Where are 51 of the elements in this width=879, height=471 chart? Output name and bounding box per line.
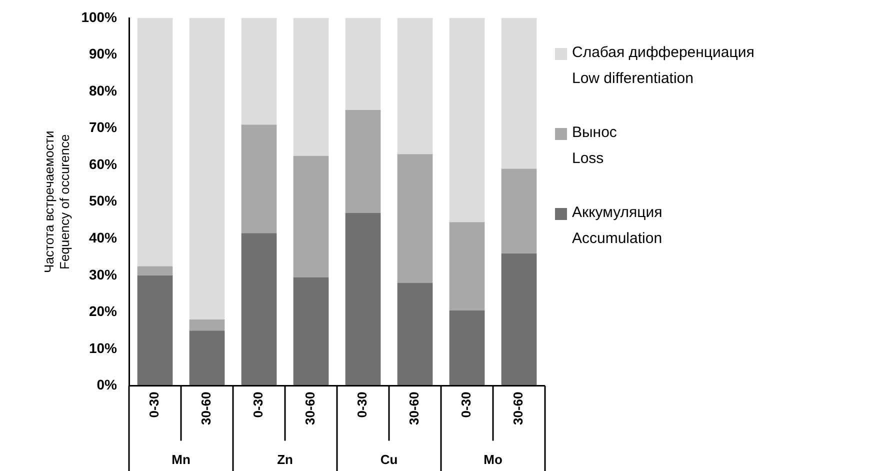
bar xyxy=(241,18,277,125)
bar xyxy=(189,18,225,320)
bar xyxy=(345,110,381,213)
text: Cu xyxy=(380,452,398,467)
bar xyxy=(501,168,537,254)
y-tick-label: 70% xyxy=(88,119,118,136)
text: Mn xyxy=(172,452,190,467)
y-axis-title: Частота встречаемости Fequency of occurence xyxy=(41,130,72,273)
x-tick-label: 0-30 xyxy=(146,392,162,418)
bar xyxy=(137,266,173,276)
legend-label: Вынос Loss xyxy=(572,123,617,169)
x-tick-label: 30-60 xyxy=(302,392,318,425)
text: Mo xyxy=(484,452,502,467)
bar xyxy=(501,18,537,169)
text: Zn xyxy=(277,452,293,467)
bar xyxy=(501,253,537,386)
bar xyxy=(345,212,381,386)
bar xyxy=(241,233,277,386)
bar xyxy=(397,154,433,283)
y-tick-label: 90% xyxy=(88,46,118,62)
bar xyxy=(137,275,173,386)
bar xyxy=(293,156,329,278)
legend-label: Аккумуляция Accumulation xyxy=(572,203,662,249)
y-tick-label: 50% xyxy=(88,192,118,209)
y-tick-label: 20% xyxy=(88,303,118,320)
y-tick-label: 40% xyxy=(88,230,118,246)
bar xyxy=(293,18,329,156)
bar xyxy=(449,310,485,386)
bar xyxy=(397,18,433,154)
x-tick-label: 0-30 xyxy=(354,392,370,418)
y-tick-label: 30% xyxy=(88,266,118,282)
x-tick-label: 30-60 xyxy=(198,392,214,425)
x-tick-label: 0-30 xyxy=(458,392,474,418)
legend-label: Слабая дифференциация Low differentiation xyxy=(572,43,754,89)
bar xyxy=(189,330,225,386)
bar xyxy=(241,124,277,234)
x-tick-label: 30-60 xyxy=(406,392,422,425)
y-tick-label: 80% xyxy=(88,82,118,98)
x-tick-label: 30-60 xyxy=(510,392,526,425)
y-tick-label: 10% xyxy=(88,340,118,356)
bar xyxy=(345,18,381,110)
y-tick-label: 100% xyxy=(81,8,118,25)
x-tick-label: 0-30 xyxy=(250,392,266,418)
y-tick-label: 0% xyxy=(96,376,118,393)
bar xyxy=(137,18,173,266)
bar xyxy=(189,320,225,331)
y-tick-label: 60% xyxy=(88,156,118,172)
bar xyxy=(293,277,329,386)
bar xyxy=(449,18,485,222)
bar xyxy=(397,282,433,386)
bar xyxy=(449,222,485,310)
